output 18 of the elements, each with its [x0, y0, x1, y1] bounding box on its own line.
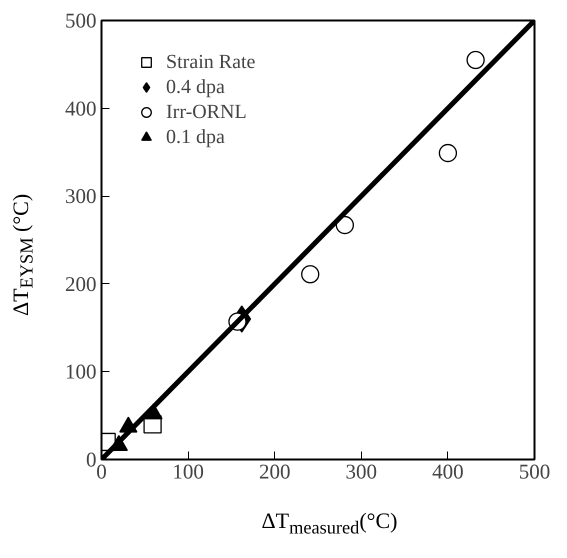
legend-label: Strain Rate [166, 50, 256, 74]
x-tick-label: 500 [518, 460, 550, 484]
point [438, 144, 458, 162]
x-tick-label: 400 [432, 460, 464, 484]
legend-label: 0.1 dpa [166, 125, 225, 149]
y-tick-label: 200 [65, 272, 96, 296]
legend-label: 0.4 dpa [166, 75, 225, 99]
y-tick-label: 100 [65, 360, 96, 384]
x-tick-label: 100 [172, 460, 204, 484]
x-tick-label: 200 [258, 460, 290, 484]
legend-label: Irr-ORNL [166, 100, 247, 124]
x-axis-title: ΔT$_{measured}$(°C) [262, 507, 398, 540]
y-tick-label: 400 [65, 96, 96, 120]
point [466, 50, 485, 70]
y-tick-label: 300 [65, 184, 96, 208]
point [301, 265, 320, 284]
y-tick-label: 500 [65, 8, 96, 32]
x-tick-label: 300 [346, 460, 378, 484]
